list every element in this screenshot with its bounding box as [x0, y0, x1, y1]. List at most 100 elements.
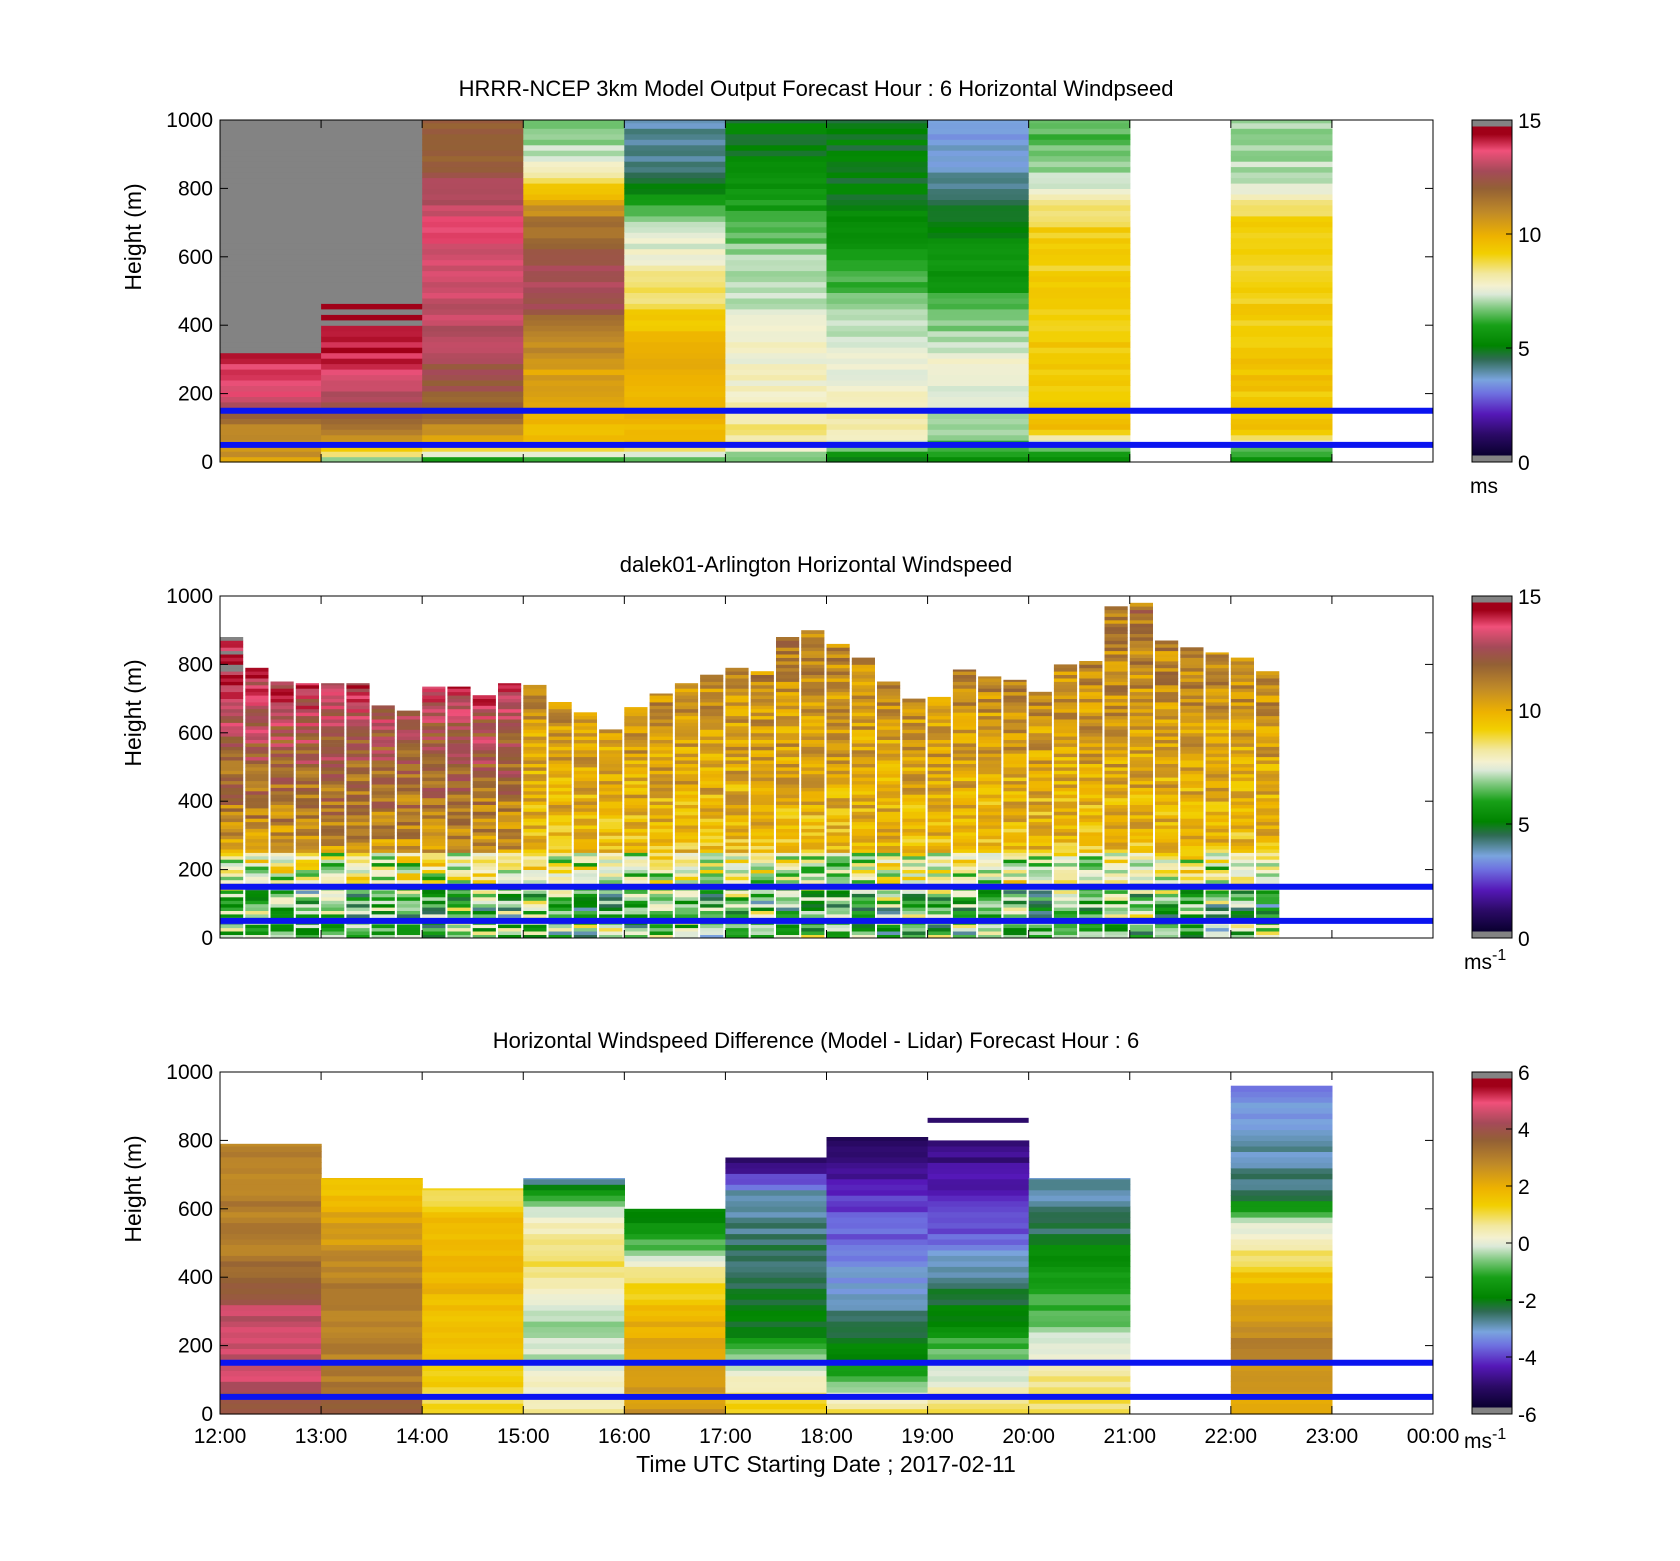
heatmap-cell — [472, 743, 496, 747]
heatmap-cell — [624, 753, 648, 758]
heatmap-cell — [1104, 657, 1128, 662]
heatmap-cell — [1230, 292, 1333, 299]
heatmap-cell — [220, 1260, 322, 1267]
heatmap-cell — [346, 708, 370, 713]
heatmap-cell — [498, 897, 522, 901]
heatmap-cell — [321, 1348, 423, 1355]
heatmap-cell — [624, 1304, 726, 1311]
heatmap-cell — [321, 1299, 423, 1306]
x-tick-label: 15:00 — [497, 1425, 550, 1448]
heatmap-cell — [295, 708, 319, 713]
heatmap-cell — [498, 729, 522, 734]
heatmap-cell — [725, 314, 828, 321]
heatmap-cell — [1053, 838, 1078, 843]
heatmap-cell — [952, 804, 977, 809]
heatmap-cell — [826, 363, 929, 370]
heatmap-cell — [548, 763, 572, 768]
heatmap-cell — [952, 681, 977, 686]
heatmap-cell — [1230, 325, 1333, 332]
heatmap-cell — [801, 654, 825, 658]
heatmap-cell — [346, 753, 370, 758]
heatmap-cell — [220, 1310, 322, 1317]
heatmap-cell — [548, 828, 572, 833]
heatmap-cell — [498, 893, 522, 898]
heatmap-cell — [523, 1326, 625, 1333]
heatmap-cell — [624, 873, 648, 877]
heatmap-cell — [1079, 773, 1103, 778]
heatmap-cell — [346, 763, 370, 768]
heatmap-cell — [1028, 172, 1131, 179]
heatmap-cell — [599, 777, 623, 782]
heatmap-cell — [1205, 842, 1229, 846]
heatmap-cell — [851, 828, 875, 833]
heatmap-cell — [1230, 215, 1333, 222]
heatmap-cell — [548, 927, 572, 932]
heatmap-cell — [674, 838, 699, 843]
heatmap-cell — [851, 924, 875, 929]
heatmap-cell — [902, 708, 926, 713]
heatmap-cell — [700, 910, 724, 915]
heatmap-cell — [422, 150, 524, 157]
heatmap-cell — [877, 849, 901, 853]
heatmap-cell — [1230, 352, 1333, 359]
heatmap-cell — [826, 1244, 929, 1251]
heatmap-cell — [725, 808, 749, 812]
heatmap-cell — [826, 691, 850, 696]
heatmap-cell — [220, 122, 322, 129]
heatmap-cell — [826, 1408, 929, 1415]
heatmap-cell — [472, 736, 496, 740]
heatmap-cell — [1230, 188, 1333, 195]
heatmap-cell — [346, 828, 370, 833]
heatmap-cell — [1256, 869, 1280, 874]
heatmap-cell — [599, 897, 623, 901]
heatmap-cell — [321, 746, 345, 751]
heatmap-cell — [1129, 914, 1153, 918]
heatmap-cell — [927, 1321, 1030, 1328]
heatmap-cell — [725, 423, 828, 430]
heatmap-cell — [1205, 763, 1229, 768]
heatmap-cell — [1129, 862, 1153, 867]
heatmap-cell — [927, 1211, 1030, 1218]
heatmap-cell — [295, 794, 319, 799]
heatmap-cell — [523, 166, 625, 173]
heatmap-cell — [396, 729, 421, 734]
heatmap-cell — [1028, 144, 1131, 151]
heatmap-cell — [1028, 832, 1052, 836]
heatmap-cell — [927, 1178, 1030, 1185]
heatmap-cell — [295, 695, 319, 699]
heatmap-cell — [826, 379, 929, 386]
heatmap-cell — [371, 900, 395, 905]
heatmap-cell — [952, 698, 977, 703]
heatmap-cell — [624, 845, 648, 850]
heatmap-cell — [1053, 756, 1078, 761]
heatmap-cell — [1205, 808, 1229, 812]
heatmap-cell — [674, 773, 699, 778]
heatmap-cell — [220, 862, 244, 867]
heatmap-cell — [599, 801, 623, 805]
heatmap-cell — [1205, 712, 1229, 717]
heatmap-cell — [1053, 732, 1078, 737]
heatmap-cell — [1053, 777, 1078, 782]
heatmap-cell — [877, 801, 901, 805]
heatmap-cell — [624, 746, 648, 751]
heatmap-cell — [346, 719, 370, 723]
heatmap-cell — [851, 832, 875, 836]
heatmap-cell — [523, 363, 625, 370]
heatmap-cell — [1180, 756, 1204, 761]
heatmap-cell — [599, 780, 623, 785]
heatmap-cell — [220, 1217, 322, 1224]
heatmap-cell — [927, 777, 951, 782]
heatmap-cell — [422, 352, 524, 359]
heatmap-cell — [472, 715, 496, 720]
heatmap-cell — [927, 787, 951, 792]
heatmap-cell — [523, 172, 625, 179]
heatmap-cell — [523, 390, 625, 397]
heatmap-cell — [1155, 739, 1179, 744]
heatmap-cell — [498, 767, 522, 771]
heatmap-cell — [624, 1208, 726, 1213]
heatmap-cell — [1129, 732, 1153, 737]
heatmap-cell — [826, 910, 850, 915]
heatmap-cell — [548, 897, 572, 901]
heatmap-cell — [700, 890, 724, 894]
heatmap-cell — [1028, 1310, 1131, 1317]
